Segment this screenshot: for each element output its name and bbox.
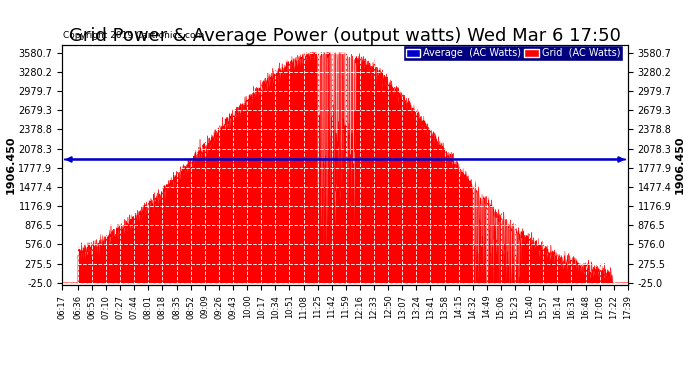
Title: Grid Power & Average Power (output watts) Wed Mar 6 17:50: Grid Power & Average Power (output watts… <box>69 27 621 45</box>
Y-axis label: 1906.450: 1906.450 <box>674 136 684 194</box>
Text: Copyright 2019 Cartronics.com: Copyright 2019 Cartronics.com <box>63 31 204 40</box>
Legend: Average  (AC Watts), Grid  (AC Watts): Average (AC Watts), Grid (AC Watts) <box>403 45 623 61</box>
Y-axis label: 1906.450: 1906.450 <box>6 136 16 194</box>
